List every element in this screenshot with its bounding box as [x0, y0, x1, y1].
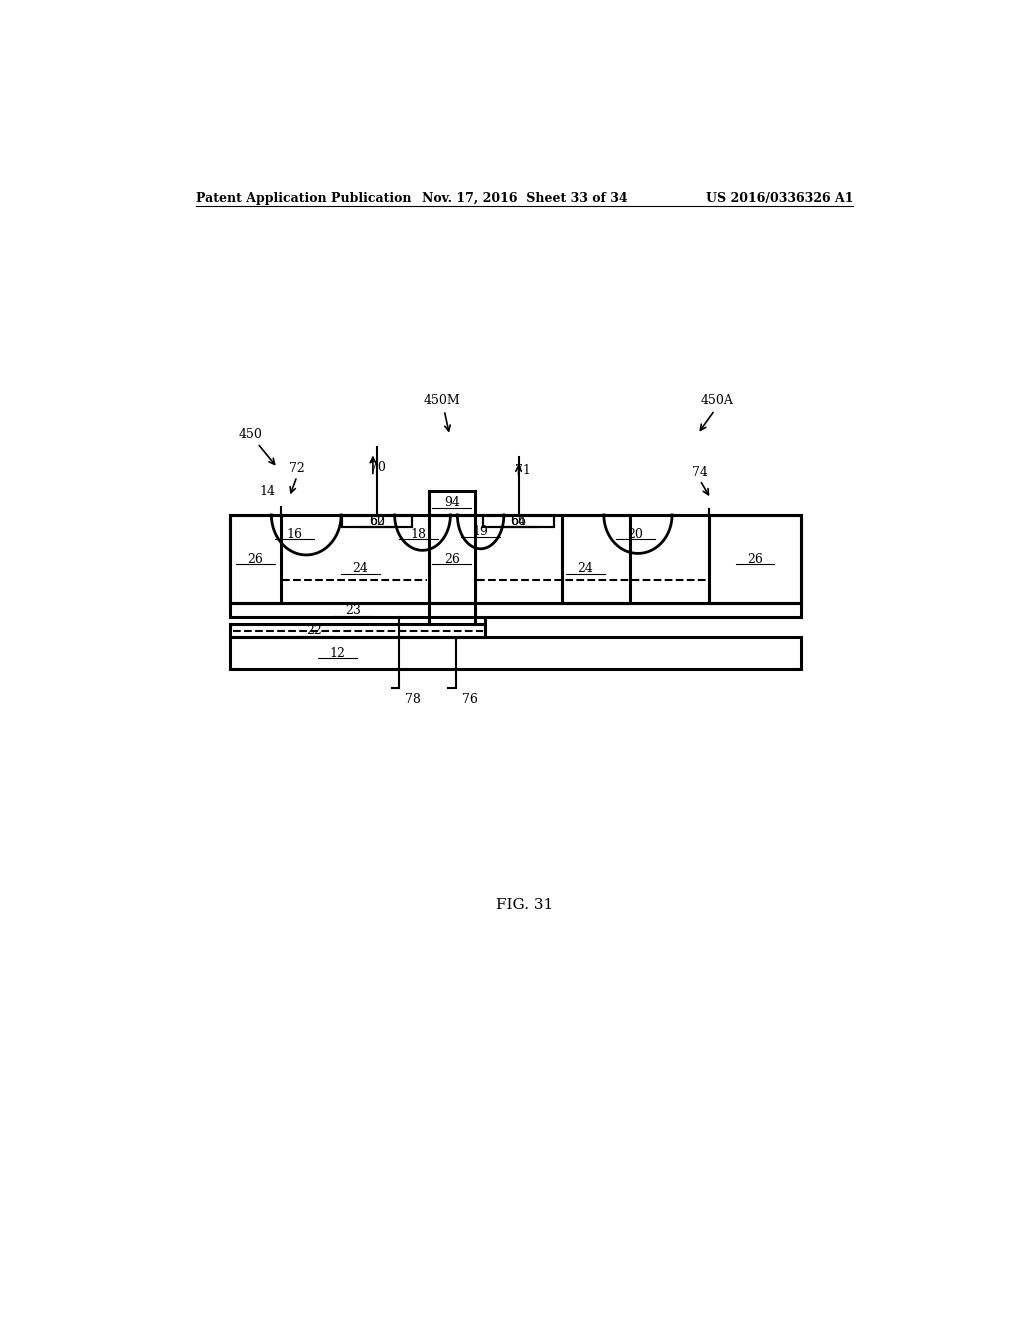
Bar — [230, 638, 801, 669]
Text: 78: 78 — [406, 693, 421, 706]
Text: 12: 12 — [330, 647, 345, 660]
Text: 24: 24 — [578, 562, 593, 576]
Text: 72: 72 — [289, 462, 305, 475]
Bar — [429, 515, 475, 603]
Text: 76: 76 — [462, 693, 478, 706]
Text: 26: 26 — [248, 553, 263, 566]
Text: 22: 22 — [306, 624, 322, 638]
Bar — [562, 515, 630, 603]
Text: FIG. 31: FIG. 31 — [497, 899, 553, 912]
Bar — [230, 624, 484, 638]
Bar — [342, 516, 413, 527]
Bar — [483, 516, 554, 527]
Text: 94: 94 — [444, 496, 460, 510]
Text: 62: 62 — [370, 515, 385, 528]
Text: Patent Application Publication: Patent Application Publication — [197, 191, 412, 205]
Bar — [429, 491, 475, 515]
Text: 450A: 450A — [700, 395, 733, 408]
Bar — [710, 515, 801, 603]
Text: 26: 26 — [444, 553, 460, 566]
Text: 14: 14 — [259, 484, 275, 498]
Text: 450: 450 — [239, 428, 263, 441]
Text: 70: 70 — [370, 462, 385, 474]
Text: 74: 74 — [692, 466, 708, 479]
Text: 71: 71 — [515, 463, 531, 477]
Bar — [230, 603, 801, 618]
Text: 60: 60 — [370, 515, 385, 528]
Text: 450M: 450M — [424, 395, 460, 408]
Text: 64: 64 — [511, 515, 526, 528]
Bar — [483, 515, 554, 527]
Text: 24: 24 — [352, 562, 369, 576]
Text: Nov. 17, 2016  Sheet 33 of 34: Nov. 17, 2016 Sheet 33 of 34 — [422, 191, 628, 205]
Text: 19: 19 — [473, 525, 488, 539]
Text: 18: 18 — [411, 528, 427, 541]
Text: 66: 66 — [511, 515, 526, 528]
Bar — [230, 515, 281, 603]
Bar — [342, 515, 413, 527]
Text: 16: 16 — [287, 528, 303, 541]
Text: 26: 26 — [748, 553, 763, 566]
Bar — [230, 515, 801, 603]
Text: 20: 20 — [628, 528, 643, 541]
Text: US 2016/0336326 A1: US 2016/0336326 A1 — [706, 191, 853, 205]
Text: 23: 23 — [345, 603, 360, 616]
